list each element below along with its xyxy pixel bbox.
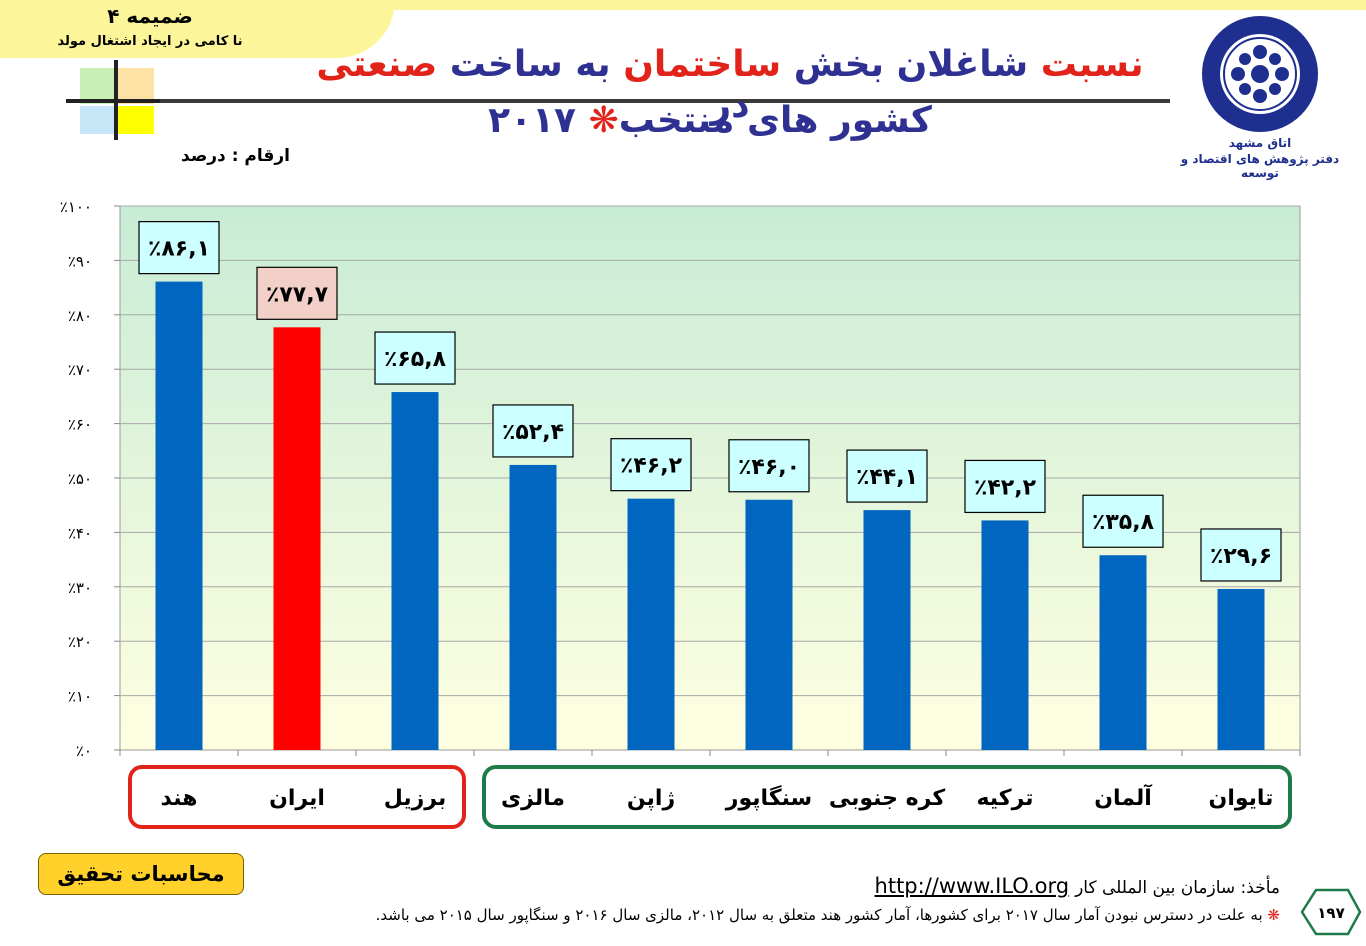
footnote: ❋ به علت در دسترس نبودن آمار سال ۲۰۱۷ بر… bbox=[180, 906, 1280, 924]
annex-title: ضمیمه ۴ bbox=[107, 4, 193, 28]
data-label-box bbox=[610, 438, 692, 492]
chamber-logo bbox=[1202, 16, 1318, 132]
bars bbox=[155, 281, 1265, 750]
data-label: ٪۴۲,۲ bbox=[974, 475, 1037, 500]
y-tick-label: ٪۲۰ bbox=[68, 633, 92, 651]
data-label-box bbox=[964, 459, 1046, 514]
top-strip bbox=[0, 0, 1366, 10]
data-label: ٪۸۶,۱ bbox=[148, 237, 210, 262]
bar bbox=[273, 327, 321, 750]
title-part: ساختمان bbox=[623, 44, 782, 85]
data-labels: ٪۸۶,۱ ٪۷۷,۷ ٪۶۵,۸ ٪۵۲,۴ ٪۴۶,۲ ٪۴۶,۰ ٪۴۴,۱ ٪۴۲,۲… bbox=[138, 221, 1282, 582]
x-category-label: ایران bbox=[269, 786, 325, 811]
y-tick-label: ٪۱۰ bbox=[68, 688, 92, 706]
y-tick-label: ٪۰ bbox=[76, 742, 92, 760]
source-line: مأخذ: سازمان بین المللی کارhttp://www.IL… bbox=[700, 874, 1280, 898]
bar bbox=[863, 510, 911, 750]
x-category-label: کره جنوبی bbox=[829, 786, 945, 811]
title-line2-main: کشور های منتخب bbox=[618, 100, 932, 141]
bar bbox=[627, 498, 675, 750]
chart-title-line2: کشور های منتخب❋ ۲۰۱۷ bbox=[400, 100, 1020, 141]
data-label: ٪۳۵,۸ bbox=[1092, 510, 1155, 535]
x-category-label: سنگاپور bbox=[725, 784, 812, 811]
y-axis-ticks: ٪۰ ٪۱۰ ٪۲۰ ٪۳۰ ٪۴۰ ٪۵۰ ٪۶۰ ٪۷۰ ٪۸۰ ٪۹۰ ٪۱۰۰ bbox=[60, 198, 92, 760]
category-group-box bbox=[128, 765, 466, 829]
chart-title-line1: نسبت شاغلان بخش ساختمان به ساخت صنعتی در bbox=[300, 44, 1160, 126]
data-label: ٪۷۷,۷ bbox=[266, 282, 329, 307]
org-name: اتاق مشهد bbox=[1228, 136, 1292, 150]
page-number-badge: ۱۹۷ bbox=[1300, 888, 1362, 936]
bar bbox=[155, 281, 203, 750]
x-axis-labels: هند ایران برزیل مالزی ژاپن سنگاپور کره جنوبی تر… bbox=[161, 783, 1274, 811]
decorative-squares bbox=[66, 60, 166, 140]
org-department: دفتر پژوهش های اقتصاد و توسعه bbox=[1180, 152, 1340, 180]
data-label-box bbox=[728, 439, 810, 493]
bar-chart: ٪۰٪۱۰٪۲۰٪۳۰٪۴۰٪۵۰٪۶۰٪۷۰٪۸۰٪۹۰٪۱۰۰ ٪۸۶,۱٪… bbox=[60, 198, 1301, 829]
bar bbox=[1217, 588, 1265, 750]
data-label-box bbox=[1200, 528, 1282, 582]
x-category-label: آلمان bbox=[1094, 783, 1152, 811]
data-label-box bbox=[374, 331, 456, 385]
data-label-box bbox=[492, 404, 574, 458]
bar bbox=[509, 464, 557, 750]
x-category-label: ترکیه bbox=[976, 786, 1033, 811]
data-label: ٪۲۹,۶ bbox=[1210, 544, 1272, 569]
y-tick-label: ٪۹۰ bbox=[68, 252, 92, 270]
x-category-label: مالزی bbox=[501, 786, 565, 811]
unit-label: ارقام : درصد bbox=[181, 146, 290, 166]
annex-tab bbox=[0, 0, 395, 58]
bar bbox=[745, 499, 793, 750]
title-part: صنعتی bbox=[316, 44, 438, 85]
y-tick-label: ٪۱۰۰ bbox=[60, 198, 92, 216]
bar bbox=[391, 392, 439, 750]
title-year: ۲۰۱۷ bbox=[488, 100, 589, 141]
data-label-box bbox=[138, 221, 220, 275]
y-tick-label: ٪۷۰ bbox=[68, 361, 92, 379]
category-groups bbox=[128, 765, 1292, 829]
title-star-icon: ❋ bbox=[588, 100, 619, 141]
title-part: شاغلان بخش bbox=[781, 44, 1029, 85]
data-label: ٪۴۴,۱ bbox=[856, 465, 918, 490]
footnote-text: به علت در دسترس نبودن آمار سال ۲۰۱۷ برای… bbox=[375, 906, 1268, 924]
y-tick-label: ٪۶۰ bbox=[68, 416, 92, 434]
footnote-star-icon: ❋ bbox=[1267, 906, 1280, 924]
y-tick-label: ٪۳۰ bbox=[68, 579, 92, 597]
x-category-label: ژاپن bbox=[627, 786, 675, 811]
data-label: ٪۴۶,۰ bbox=[738, 455, 800, 480]
data-label: ٪۵۲,۴ bbox=[502, 420, 564, 445]
bar bbox=[981, 520, 1029, 750]
source-label: مأخذ: سازمان بین المللی کار bbox=[1075, 878, 1280, 898]
title-part: به ساخت bbox=[437, 44, 624, 85]
title-part: در bbox=[710, 85, 750, 126]
calculations-button[interactable]: محاسبات تحقیق bbox=[38, 853, 244, 895]
x-category-label: هند bbox=[161, 786, 198, 811]
data-label-box bbox=[846, 449, 928, 503]
y-tick-label: ٪۸۰ bbox=[68, 307, 92, 325]
x-category-label: تایوان bbox=[1209, 786, 1274, 811]
data-label-box bbox=[256, 266, 338, 320]
category-group-box bbox=[482, 765, 1292, 829]
source-link[interactable]: http://www.ILO.org bbox=[874, 874, 1070, 898]
page-number: ۱۹۷ bbox=[1317, 904, 1344, 922]
header-rule bbox=[160, 99, 1170, 103]
bar bbox=[1099, 555, 1147, 750]
data-label-box bbox=[1082, 494, 1164, 548]
annex-subtitle: نا کامی در ایجاد اشتغال مولد bbox=[57, 34, 243, 49]
title-part: نسبت bbox=[1028, 44, 1144, 85]
y-tick-label: ٪۵۰ bbox=[68, 470, 92, 488]
x-category-label: برزیل bbox=[384, 786, 447, 811]
data-label: ٪۴۶,۲ bbox=[620, 454, 683, 479]
y-tick-label: ٪۴۰ bbox=[68, 524, 92, 542]
data-label: ٪۶۵,۸ bbox=[384, 347, 447, 372]
